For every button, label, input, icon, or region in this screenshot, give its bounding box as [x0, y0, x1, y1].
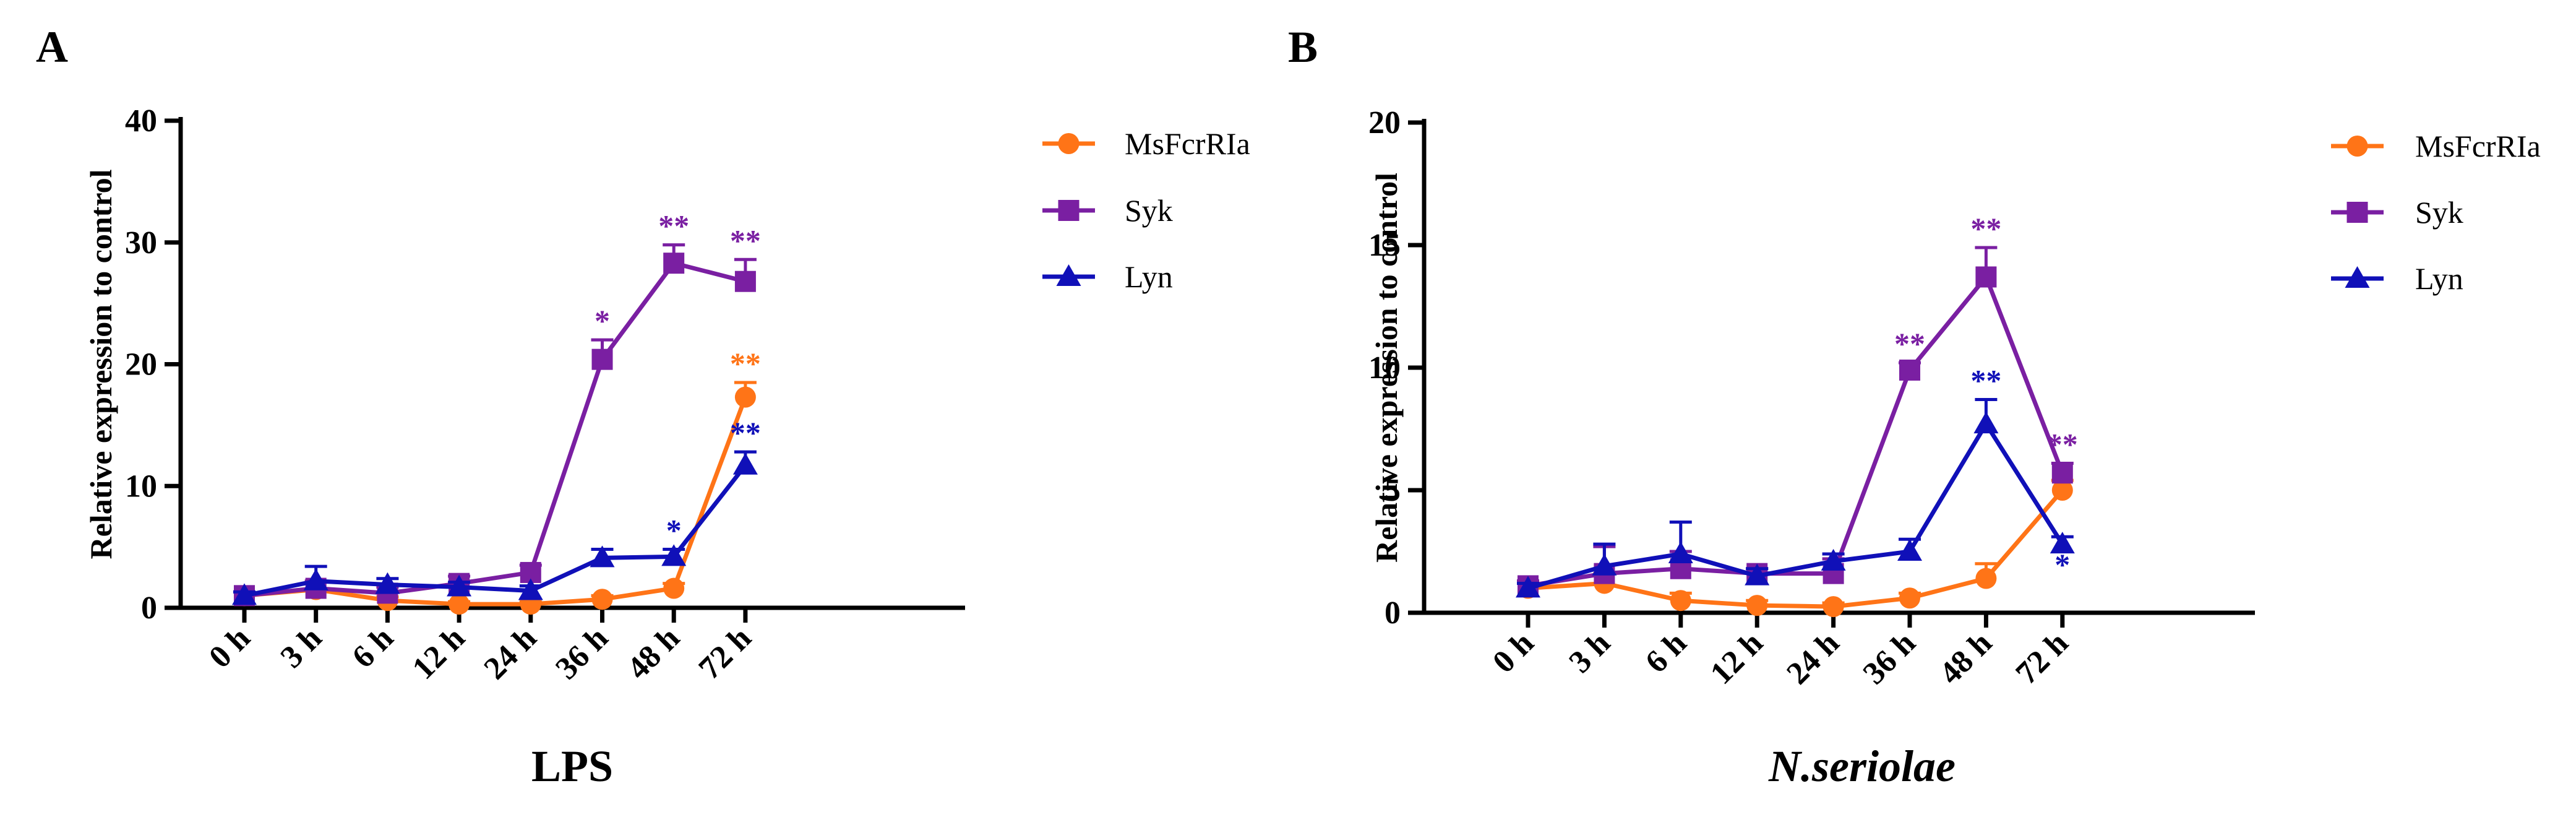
data-point: [1973, 412, 1999, 434]
data-point: [590, 545, 615, 568]
legend-marker: [2346, 202, 2368, 223]
data-point: [447, 574, 472, 597]
series-syk: ** ** **: [1517, 211, 2078, 597]
y-tick-label: 10: [125, 469, 157, 504]
legend-label: Syk: [2415, 195, 2463, 230]
legend-item-msfcrria: MsFcrRIa: [2331, 129, 2541, 163]
data-point: [591, 348, 613, 370]
data-point: [449, 594, 470, 615]
series-lyn: ***: [232, 415, 761, 605]
legend-marker: [1058, 133, 1080, 154]
x-axis-title: N.seriolae: [1768, 741, 1956, 791]
y-tick-label: 30: [125, 225, 157, 261]
data-point: [1975, 266, 1997, 288]
data-point: [1746, 595, 1768, 616]
y-tick-label: 0: [1385, 595, 1401, 631]
data-point: [591, 589, 613, 610]
data-point: [375, 572, 400, 594]
y-tick-label: 15: [1368, 228, 1401, 263]
data-point: [1670, 590, 1691, 612]
data-point: [734, 270, 756, 292]
legend-label: MsFcrRIa: [1125, 126, 1250, 161]
data-point: [1745, 563, 1770, 586]
data-point: [663, 253, 685, 274]
legend-marker: [1056, 264, 1081, 286]
y-tick-label: 20: [1368, 105, 1401, 140]
legend-item-msfcrria: MsFcrRIa: [1042, 126, 1250, 161]
data-point: [734, 386, 756, 408]
data-point: [1897, 539, 1922, 561]
data-point: [303, 568, 328, 590]
significance-marker: **: [658, 209, 689, 243]
data-point: [2051, 480, 2073, 501]
significance-marker: **: [1894, 326, 1925, 361]
significance-marker: **: [730, 346, 761, 381]
data-point: [661, 544, 687, 566]
data-point: [2051, 462, 2073, 484]
significance-marker: **: [1970, 363, 2001, 397]
legend-marker: [1058, 200, 1080, 221]
significance-marker: *: [595, 303, 610, 338]
data-point: [232, 583, 257, 605]
significance-marker: **: [1970, 211, 2001, 246]
data-point: [1975, 568, 1997, 589]
data-point: [1592, 553, 1617, 576]
x-axis-title: LPS: [531, 741, 613, 791]
legend-marker: [2346, 136, 2368, 157]
y-tick-label: 0: [141, 590, 157, 626]
data-point: [1899, 587, 1920, 609]
y-tick-label: 10: [1368, 350, 1401, 386]
data-point: [1823, 596, 1844, 618]
y-axis-title: Relative expression to control: [84, 169, 118, 559]
legend-item-syk: Syk: [1042, 193, 1173, 228]
legend-label: Syk: [1125, 193, 1173, 228]
series-line: [244, 396, 748, 607]
legend-item-lyn: Lyn: [2331, 261, 2463, 296]
data-point: [663, 577, 685, 599]
data-point: [518, 578, 543, 600]
series-syk: *** **: [233, 209, 761, 607]
panel-label: B: [1288, 22, 1318, 72]
legend-item-lyn: Lyn: [1042, 259, 1173, 294]
y-tick-label: 5: [1385, 473, 1401, 508]
data-point: [732, 452, 758, 475]
significance-marker: **: [2047, 426, 2078, 461]
data-point: [1516, 576, 1540, 598]
significance-marker: *: [2054, 547, 2070, 582]
data-point: [1899, 359, 1920, 381]
series-line: [1527, 421, 2064, 590]
legend-label: MsFcrRIa: [2415, 129, 2541, 163]
legend-label: Lyn: [1125, 259, 1173, 294]
series-line: [1527, 274, 2065, 588]
data-point: [1821, 548, 1846, 571]
series-line: [244, 261, 746, 598]
series-line: [1527, 488, 2064, 609]
series-line: [244, 464, 747, 598]
legend-marker: [2345, 266, 2370, 288]
series-lyn: ***: [1516, 363, 2075, 598]
significance-marker: *: [666, 513, 682, 548]
legend-label: Lyn: [2415, 261, 2463, 296]
panel-label: A: [36, 22, 68, 72]
series-msfcrria: [1517, 478, 2074, 618]
significance-marker: **: [730, 415, 761, 450]
y-tick-label: 40: [125, 103, 157, 139]
significance-marker: **: [730, 223, 761, 257]
y-tick-label: 20: [125, 347, 157, 383]
data-point: [1668, 541, 1693, 563]
y-axis-title: Relative expression to control: [1369, 173, 1404, 563]
data-point: [2050, 532, 2075, 554]
legend-item-syk: Syk: [2331, 195, 2463, 230]
